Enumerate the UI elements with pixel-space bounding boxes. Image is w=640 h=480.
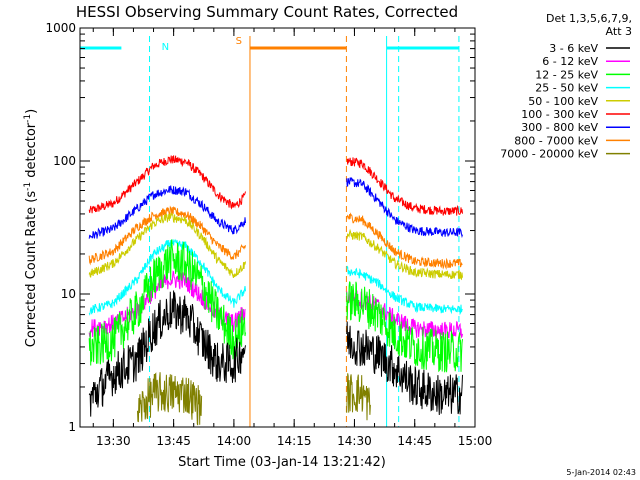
axis-layer: 13:30 13:45 14:00 14:15 14:30 14:45 15:00 1 10 10…	[45, 21, 492, 448]
series-layer	[88, 155, 463, 426]
series-line	[88, 177, 463, 239]
x-tick-label: 14:00	[217, 434, 252, 448]
x-tick-label: 14:45	[397, 434, 432, 448]
y-tick-label: 1	[68, 420, 76, 434]
legend-entry-label: 6 - 12 keV	[542, 55, 598, 68]
y-tick-label: 10	[61, 287, 76, 301]
legend-entry-label: 7000 - 20000 keV	[500, 148, 598, 161]
x-tick-label: 13:30	[96, 434, 131, 448]
night-flag-label: N	[162, 42, 169, 53]
x-axis-label: Start Time (03-Jan-14 13:21:42)	[178, 455, 386, 470]
series-line	[88, 238, 463, 316]
x-tick-label: 14:15	[277, 434, 312, 448]
legend-entry-label: 800 - 7000 keV	[514, 134, 598, 147]
render-timestamp: 5-Jan-2014 02:43	[566, 468, 636, 477]
series-line	[88, 205, 463, 270]
legend-entry-label: 50 - 100 keV	[528, 95, 598, 108]
series-line	[88, 290, 463, 417]
x-tick-label: 15:00	[458, 434, 493, 448]
legend-entry-label: 12 - 25 keV	[535, 68, 598, 81]
x-tick-label: 14:30	[337, 434, 372, 448]
y-tick-label: 100	[53, 154, 76, 168]
y-axis-label: Corrected Count Rate (s-1 detector-1)	[23, 109, 39, 347]
series-line	[137, 372, 371, 426]
x-tick-label: 13:45	[156, 434, 191, 448]
legend-header-line-2: Att 3	[606, 25, 632, 38]
saa-flag-label: S	[236, 36, 242, 47]
series-line	[88, 239, 463, 373]
series-line	[88, 212, 463, 281]
legend-entry-label: 3 - 6 keV	[549, 42, 598, 55]
legend-entry-label: 300 - 800 keV	[521, 121, 598, 134]
chart-title: HESSI Observing Summary Count Rates, Cor…	[76, 3, 458, 21]
legend-header-line-1: Det 1,3,5,6,7,9,	[546, 12, 632, 25]
legend-entry-label: 100 - 300 keV	[521, 108, 598, 121]
plot-frame	[79, 27, 476, 428]
y-tick-label: 1000	[45, 21, 76, 35]
series-line	[88, 155, 463, 216]
legend-entry-label: 25 - 50 keV	[535, 82, 598, 95]
